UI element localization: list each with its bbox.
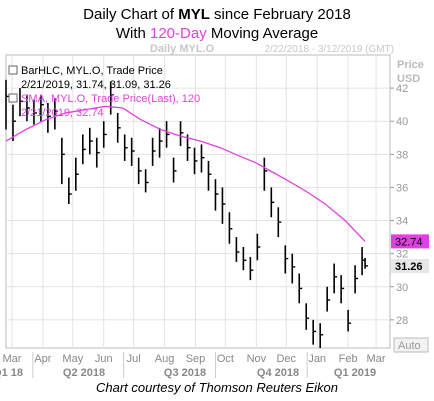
title-suffix: since February 2018 [209, 6, 351, 23]
x-month-label: Mar [367, 353, 386, 365]
title-ticker: MYL [178, 6, 210, 23]
x-month-label: Feb [339, 353, 358, 365]
legend-bar-values: 2/21/2019, 31.74, 31.09, 31.26 [21, 79, 171, 91]
legend-sma-name: SMA, MYL.O, Trade Price(Last), 120 [21, 93, 200, 105]
y-tick-label: 36 [396, 182, 408, 194]
x-month-label: Sep [186, 353, 206, 365]
watermark-right: 2/22/2018 - 3/12/2019 (GMT) [264, 44, 394, 55]
x-month-label: Dec [276, 353, 296, 365]
sma-line [5, 105, 366, 242]
subtitle-suffix: Moving Average [206, 25, 319, 42]
chart-caption: Chart courtesy of Thomson Reuters Eikon [95, 380, 339, 395]
legend-sma-values: 2/21/2019, 32.74 [21, 107, 104, 119]
sma-value-tag [391, 234, 429, 249]
x-month-label: Apr [34, 353, 51, 365]
x-month-label: Oct [217, 353, 234, 365]
y-tick-label: 28 [396, 315, 408, 327]
subtitle-highlight: 120-Day [150, 25, 207, 42]
legend-toggle-icon [8, 65, 18, 75]
sma-value-label: 32.74 [395, 236, 423, 248]
chart-title-line-1: Daily Chart of MYL since February 2018 [0, 6, 434, 24]
x-month-label: Jul [127, 353, 141, 365]
legend-toggle-icon [8, 93, 18, 103]
auto-scale-box [393, 337, 429, 353]
price-value-tag [391, 258, 429, 273]
x-quarter-label: Q4 2018 [257, 367, 299, 379]
x-month-label: Mar [3, 353, 22, 365]
y-tick-label: 32 [396, 249, 408, 261]
auto-scale-label: Auto [398, 340, 421, 352]
y-axis-unit: USD [397, 73, 420, 85]
y-tick-label: 34 [396, 216, 408, 228]
x-month-label: Jan [308, 353, 326, 365]
x-month-label: Jun [95, 353, 113, 365]
subtitle-prefix: With [115, 25, 150, 42]
x-quarter-label: Q3 2018 [164, 367, 206, 379]
y-tick-label: 38 [396, 149, 408, 161]
y-tick-label: 30 [396, 282, 408, 294]
title-prefix: Daily Chart of [83, 6, 179, 23]
y-tick-label: 40 [396, 116, 408, 128]
chart-title-line-2: With 120-Day Moving Average [0, 25, 434, 43]
x-month-label: May [62, 353, 83, 365]
plot-area [5, 54, 391, 349]
legend-bar-name: BarHLC, MYL.O, Trade Price [21, 65, 163, 77]
price-value-label: 31.26 [395, 261, 423, 273]
watermark-left: Daily MYL.O [150, 43, 215, 55]
y-axis-label: Price [397, 59, 424, 71]
x-quarter-label: Q1 18 [0, 367, 23, 379]
x-quarter-label: Q1 2019 [334, 367, 376, 379]
x-quarter-label: Q2 2018 [63, 367, 105, 379]
x-month-label: Aug [155, 353, 175, 365]
x-month-label: Nov [247, 353, 267, 365]
y-tick-label: 42 [396, 83, 408, 95]
